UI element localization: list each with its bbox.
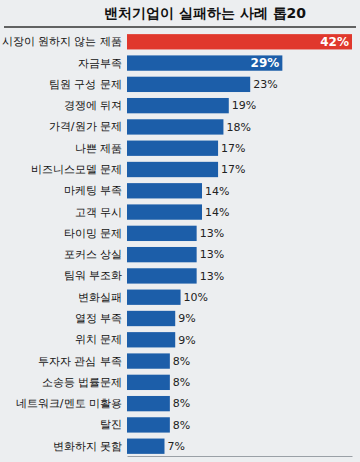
x-axis-line: [128, 456, 353, 457]
y-tick: 변화실패: [78, 291, 122, 304]
title: 밴처기업이 실패하는 사례 톱20: [104, 5, 306, 21]
data-labels: 42% 29% 23% 19% 18% 17% 17% 14% 14% 13% 13% 13% 10% 9…: [168, 35, 350, 453]
y-tick: 팀원 구성 문제: [49, 78, 122, 91]
data-label: 8%: [173, 376, 190, 389]
bar: [127, 183, 202, 198]
y-tick: 나쁜 제품: [75, 142, 123, 155]
data-label: 18%: [226, 121, 250, 134]
title-rule: [4, 26, 356, 28]
bars: [127, 34, 352, 454]
data-label: 17%: [221, 142, 245, 155]
bar: [127, 396, 170, 411]
y-tick-label: 고객 무시: [75, 206, 123, 219]
data-label: 13%: [200, 270, 224, 283]
bar: [127, 332, 175, 347]
data-label: 8%: [173, 397, 190, 410]
y-tick-label: 변화하지 못함: [53, 440, 123, 453]
y-tick-label: 나쁜 제품: [75, 142, 123, 155]
y-tick: 경쟁에 뒤져: [64, 99, 123, 112]
data-label: 9%: [178, 334, 195, 347]
data-label: 14%: [205, 185, 229, 198]
y-tick-label: 투자자 관심 부족: [38, 355, 122, 368]
y-tick-label: 타이밍 문제: [64, 227, 123, 240]
y-tick-label: 열정 부족: [75, 312, 123, 325]
data-label: 13%: [200, 227, 224, 240]
chart-svg: 밴처기업이 실패하는 사례 톱20 시장이 원하지 않는 제품자금부족팀원 구성 …: [0, 0, 360, 462]
y-tick-label: 자금부족: [78, 57, 122, 70]
y-tick: 가격/원가 문제: [49, 120, 122, 133]
chart-container: 밴처기업이 실패하는 사례 톱20 시장이 원하지 않는 제품자금부족팀원 구성 …: [0, 0, 360, 462]
bar: [127, 311, 175, 326]
x-axis: [128, 456, 353, 457]
data-label: 19%: [232, 99, 256, 112]
y-tick-label: 경쟁에 뒤져: [64, 99, 123, 112]
bar: [127, 268, 197, 283]
bar: [127, 247, 197, 262]
bar: [127, 375, 170, 390]
y-tick-label: 팀워 부조화: [64, 269, 123, 282]
y-tick: 타이밍 문제: [64, 227, 123, 240]
bar: [127, 119, 223, 134]
bar: [127, 162, 218, 177]
bar: [127, 417, 170, 432]
y-tick: 소송등 법률문제: [42, 376, 123, 389]
y-tick: 자금부족: [78, 57, 122, 70]
y-tick-label: 네트워크/멘토 미활용: [16, 397, 122, 410]
data-label: 10%: [184, 291, 208, 304]
data-label: 8%: [173, 355, 190, 368]
bar: [127, 55, 282, 70]
data-label: 29%: [251, 56, 280, 70]
data-label: 17%: [221, 163, 245, 176]
y-tick-label: 시장이 원하지 않는 제품: [2, 35, 123, 48]
y-tick: 탈진: [100, 418, 122, 431]
y-tick-label: 변화실패: [78, 291, 122, 304]
data-label: 7%: [168, 440, 185, 453]
bar: [127, 77, 250, 92]
y-tick: 시장이 원하지 않는 제품: [2, 35, 123, 48]
data-label: 8%: [173, 419, 190, 432]
y-tick-label: 가격/원가 문제: [49, 120, 122, 133]
y-tick: 변화하지 못함: [53, 440, 123, 453]
y-tick: 비즈니스모델 문제: [31, 163, 123, 176]
bar: [127, 98, 229, 113]
y-tick-label: 위치 문제: [75, 333, 123, 346]
data-label: 9%: [178, 312, 195, 325]
bar: [127, 439, 165, 454]
bar: [127, 141, 218, 156]
y-tick: 포커스 상실: [64, 248, 123, 261]
y-tick: 고객 무시: [75, 206, 123, 219]
bar: [127, 204, 202, 219]
bar: [127, 290, 181, 305]
y-tick: 네트워크/멘토 미활용: [16, 397, 122, 410]
y-tick-label: 소송등 법률문제: [42, 376, 123, 389]
bar: [127, 226, 197, 241]
bar: [127, 353, 170, 368]
y-tick: 팀워 부조화: [64, 269, 123, 282]
y-tick: 열정 부족: [75, 312, 123, 325]
y-tick-label: 비즈니스모델 문제: [31, 163, 123, 176]
data-label: 42%: [320, 35, 349, 49]
data-label: 13%: [200, 248, 224, 261]
bar: [127, 34, 352, 49]
data-label: 23%: [253, 78, 277, 91]
y-axis: 시장이 원하지 않는 제품자금부족팀원 구성 문제경쟁에 뒤져가격/원가 문제나…: [2, 35, 123, 452]
y-tick-label: 마케팅 부족: [64, 184, 123, 197]
y-tick-label: 팀원 구성 문제: [49, 78, 122, 91]
y-tick: 마케팅 부족: [64, 184, 123, 197]
y-tick: 투자자 관심 부족: [38, 355, 122, 368]
y-tick: 위치 문제: [75, 333, 123, 346]
y-tick-label: 탈진: [100, 418, 122, 431]
background: [0, 0, 360, 462]
y-tick-label: 포커스 상실: [64, 248, 123, 261]
data-label: 14%: [205, 206, 229, 219]
